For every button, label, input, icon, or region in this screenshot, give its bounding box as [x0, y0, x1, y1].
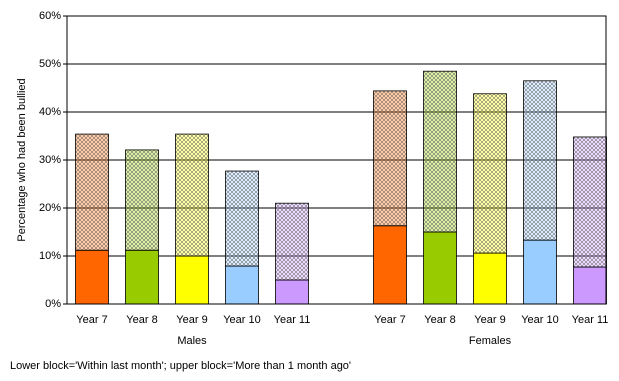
y-tick-label: 30% — [39, 154, 61, 166]
bar-lower — [275, 279, 309, 305]
y-tick-label: 20% — [39, 202, 61, 214]
bar-lower — [473, 252, 507, 305]
x-tick-label: Year 7 — [76, 314, 107, 326]
y-tick-label: 40% — [39, 106, 61, 118]
y-tick-label: 50% — [39, 58, 61, 70]
y-tick-label: 10% — [39, 250, 61, 262]
bar-lower — [225, 265, 259, 305]
x-tick-label: Year 10 — [521, 314, 559, 326]
y-tick-label: 60% — [39, 10, 61, 22]
y-tick-label: 0% — [45, 298, 61, 310]
x-tick-label: Year 8 — [126, 314, 157, 326]
y-axis-label: Percentage who had been bullied — [16, 78, 28, 241]
x-tick-label: Year 9 — [176, 314, 207, 326]
x-tick-label: Year 7 — [374, 314, 405, 326]
bar-lower — [125, 249, 159, 305]
plot-frame — [66, 15, 607, 305]
bar-upper — [423, 70, 457, 233]
bar-lower — [423, 231, 457, 305]
bar-lower — [75, 249, 109, 305]
bar-lower — [373, 225, 407, 305]
x-tick-label: Year 10 — [223, 314, 261, 326]
bar-lower — [175, 255, 209, 305]
bar-upper — [75, 133, 109, 251]
x-tick-label: Year 8 — [424, 314, 455, 326]
bar-upper — [125, 149, 159, 251]
footnote: Lower block='Within last month'; upper b… — [10, 360, 351, 372]
bar-upper — [175, 133, 209, 257]
bar-upper — [473, 93, 507, 254]
bar-upper — [573, 136, 607, 268]
bar-lower — [523, 239, 557, 305]
x-tick-label: Year 11 — [572, 314, 609, 326]
bar-upper — [225, 170, 259, 267]
bar-lower — [573, 266, 607, 305]
group-label: Males — [177, 335, 207, 347]
bar-upper — [373, 90, 407, 227]
group-label: Females — [469, 335, 512, 347]
x-tick-label: Year 9 — [474, 314, 505, 326]
x-tick-label: Year 11 — [274, 314, 311, 326]
bar-upper — [275, 202, 309, 281]
bar-upper — [523, 80, 557, 241]
